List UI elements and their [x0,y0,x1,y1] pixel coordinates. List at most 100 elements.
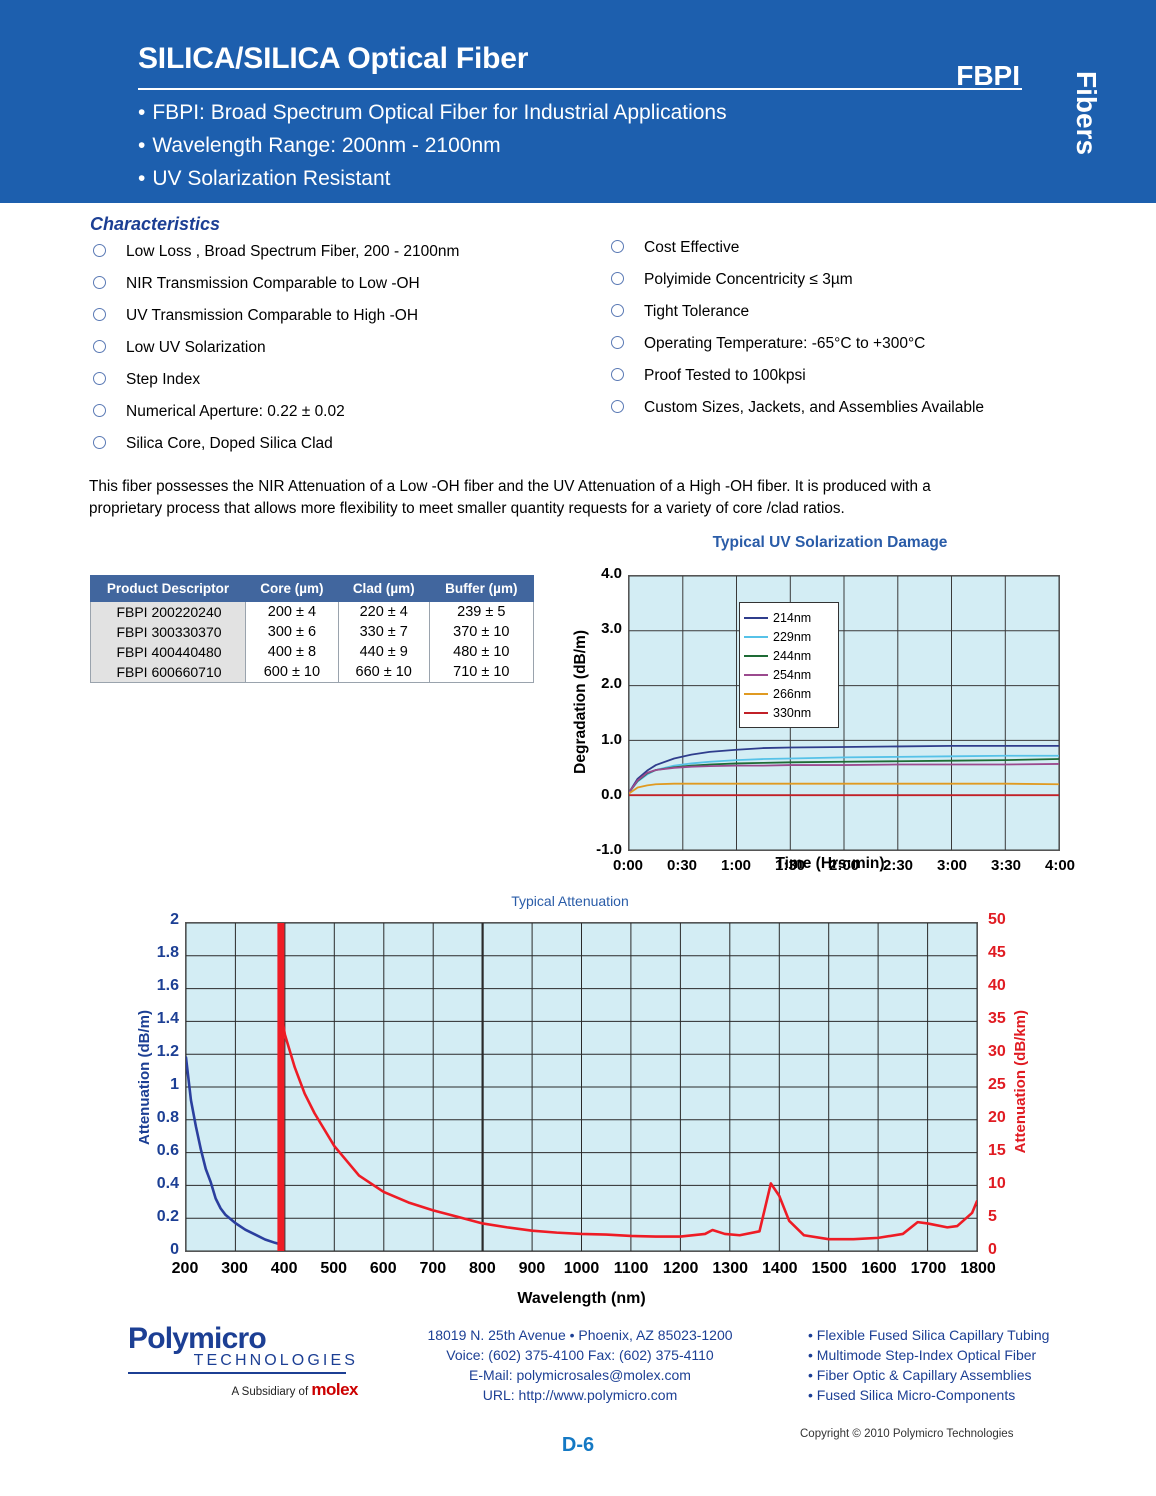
header-bullet-item: • UV Solarization Resistant [138,162,1038,195]
uv-y-tick: 0.0 [601,785,622,803]
page-number: D-6 [561,1434,595,1456]
legend-item: 214nm [744,608,832,627]
bullet-dot-icon: • [138,101,146,124]
attenuation-right-y-tick: 40 [988,977,1006,994]
header-bullet-item: • Wavelength Range: 200nm - 2100nm [138,129,1038,162]
characteristic-text: NIR Transmission Comparable to Low -OH [126,275,420,292]
characteristic-text: Numerical Aperture: 0.22 ± 0.02 [126,403,345,420]
bullet-ring-icon [93,404,106,417]
table-row: FBPI 400440480 400 ± 8 440 ± 9 480 ± 10 [90,642,535,662]
attenuation-left-y-tick: 0 [170,1241,179,1258]
product-offering-item: • Flexible Fused Silica Capillary Tubing [808,1327,1050,1343]
logo-subtitle: TECHNOLOGIES [193,1352,358,1369]
table-row: FBPI 600660710 600 ± 10 660 ± 10 710 ± 1… [90,662,535,683]
bullet-ring-icon [93,436,106,449]
attenuation-x-tick: 700 [419,1260,447,1277]
table-header-row: Product Descriptor Core (µm) Clad (µm) B… [90,575,535,602]
contact-email-line[interactable]: E-Mail: polymicrosales@molex.com [469,1367,691,1383]
legend-label: 229nm [773,629,812,644]
bullet-ring-icon [611,304,624,317]
cell-descriptor: FBPI 200220240 [90,601,246,622]
attenuation-x-tick: 1000 [563,1260,600,1277]
legend-label: 244nm [773,648,812,663]
uv-chart-x-axis-label: Time (Hrs:min) [775,855,885,872]
cell-descriptor: FBPI 400440480 [90,642,246,662]
uv-x-tick: 2:00 [828,857,860,874]
characteristic-text: Silica Core, Doped Silica Clad [126,435,333,452]
attenuation-right-y-tick: 50 [988,911,1006,928]
uv-x-tick: 3:00 [936,857,968,874]
logo-wordmark: Polymicro [128,1322,267,1355]
uv-x-tick: 0:30 [666,857,698,874]
subsidiary-prefix-text: A Subsidiary of [231,1386,309,1398]
product-offering-text: Fused Silica Micro-Components [816,1387,1016,1403]
header-title-block: SILICA/SILICA Optical Fiber FBPI [138,42,1028,91]
bullet-ring-icon [611,272,624,285]
attenuation-left-y-tick: 0.4 [156,1175,179,1192]
copyright-notice: Copyright © 2010 Polymicro Technologies [800,1428,1014,1440]
column-header-text: Product Descriptor [106,581,230,596]
characteristic-item: Low Loss , Broad Spectrum Fiber, 200 - 2… [90,242,600,261]
attenuation-right-y-tick: 45 [988,944,1006,961]
product-code-label: FBPI [956,60,1020,91]
characteristic-item: Step Index [90,370,600,389]
cell-clad: 330 ± 7 [337,622,430,642]
attenuation-x-tick: 300 [221,1260,248,1277]
characteristic-item: Low UV Solarization [90,338,600,357]
attenuation-x-tick: 1500 [811,1260,848,1277]
attenuation-right-y-tick: 10 [988,1175,1006,1192]
uv-chart-legend: 214nm 229nm 244nm 254nm 266nm 330nm [739,602,839,728]
contact-url-line[interactable]: URL: http://www.polymicro.com [482,1387,678,1403]
characteristic-item: Cost Effective [608,238,1028,257]
characteristic-item: Proof Tested to 100kpsi [608,366,1028,385]
attenuation-right-y-tick: 35 [988,1010,1006,1027]
uv-x-tick: 1:00 [720,857,752,874]
characteristic-item: NIR Transmission Comparable to Low -OH [90,274,600,293]
characteristic-text: UV Transmission Comparable to High -OH [126,307,419,324]
table-row: FBPI 300330370 300 ± 6 330 ± 7 370 ± 10 [90,622,535,642]
page-title: SILICA/SILICA Optical Fiber [138,42,529,75]
bullet-ring-icon [611,336,624,349]
column-header-core: Core (µm) [245,575,339,602]
uv-solarization-chart: 214nm 229nm 244nm 254nm 266nm 330nm 4.0 3… [560,532,1100,882]
header-bullet-list: • FBPI: Broad Spectrum Optical Fiber for … [138,96,1038,195]
attenuation-x-tick: 1800 [960,1260,996,1277]
bullet-ring-icon [611,368,624,381]
attenuation-plot-area [184,922,979,1252]
characteristic-text: Low Loss , Broad Spectrum Fiber, 200 - 2… [126,243,460,260]
characteristic-text: Operating Temperature: -65°C to +300°C [644,335,926,352]
bullet-dot-icon: • [138,134,146,157]
product-offering-item: • Multimode Step-Index Optical Fiber [808,1347,1037,1363]
attenuation-left-y-tick: 0.8 [156,1109,179,1126]
attenuation-x-tick: 800 [469,1260,496,1277]
header-bullet-text: FBPI: Broad Spectrum Optical Fiber for I… [152,101,727,124]
header-bullet-item: • FBPI: Broad Spectrum Optical Fiber for … [138,96,1038,129]
legend-swatch-254nm [744,673,768,676]
uv-y-tick: -1.0 [596,841,622,858]
cell-core: 600 ± 10 [245,662,339,683]
legend-label: 330nm [773,705,812,720]
attenuation-x-tick: 1200 [662,1260,699,1277]
column-header-text: Clad (µm) [352,581,415,596]
legend-item: 266nm [744,684,832,703]
title-divider [138,88,1022,90]
characteristic-text: Step Index [126,371,201,388]
page-header-banner: SILICA/SILICA Optical Fiber FBPI • FBPI: … [0,0,1156,203]
bullet-ring-icon [93,276,106,289]
attenuation-left-y-tick: 0.2 [156,1208,179,1225]
attenuation-right-y-tick: 5 [988,1208,997,1225]
column-header-text: Buffer (µm) [445,581,518,596]
characteristic-text: Tight Tolerance [644,303,750,320]
characteristic-text: Custom Sizes, Jackets, and Assemblies Av… [644,399,985,416]
header-bullet-text: UV Solarization Resistant [152,167,391,190]
legend-item: 244nm [744,646,832,665]
attenuation-right-y-tick: 0 [988,1241,997,1258]
bullet-ring-icon [93,372,106,385]
attenuation-left-y-tick: 0.6 [156,1142,179,1159]
attenuation-x-tick: 1400 [761,1260,798,1277]
attenuation-x-tick: 500 [320,1260,348,1277]
cell-core: 400 ± 8 [245,642,339,662]
bullet-ring-icon [93,308,106,321]
uv-y-tick: 2.0 [601,675,622,693]
section-tab-fibers: Fibers [1071,70,1102,156]
